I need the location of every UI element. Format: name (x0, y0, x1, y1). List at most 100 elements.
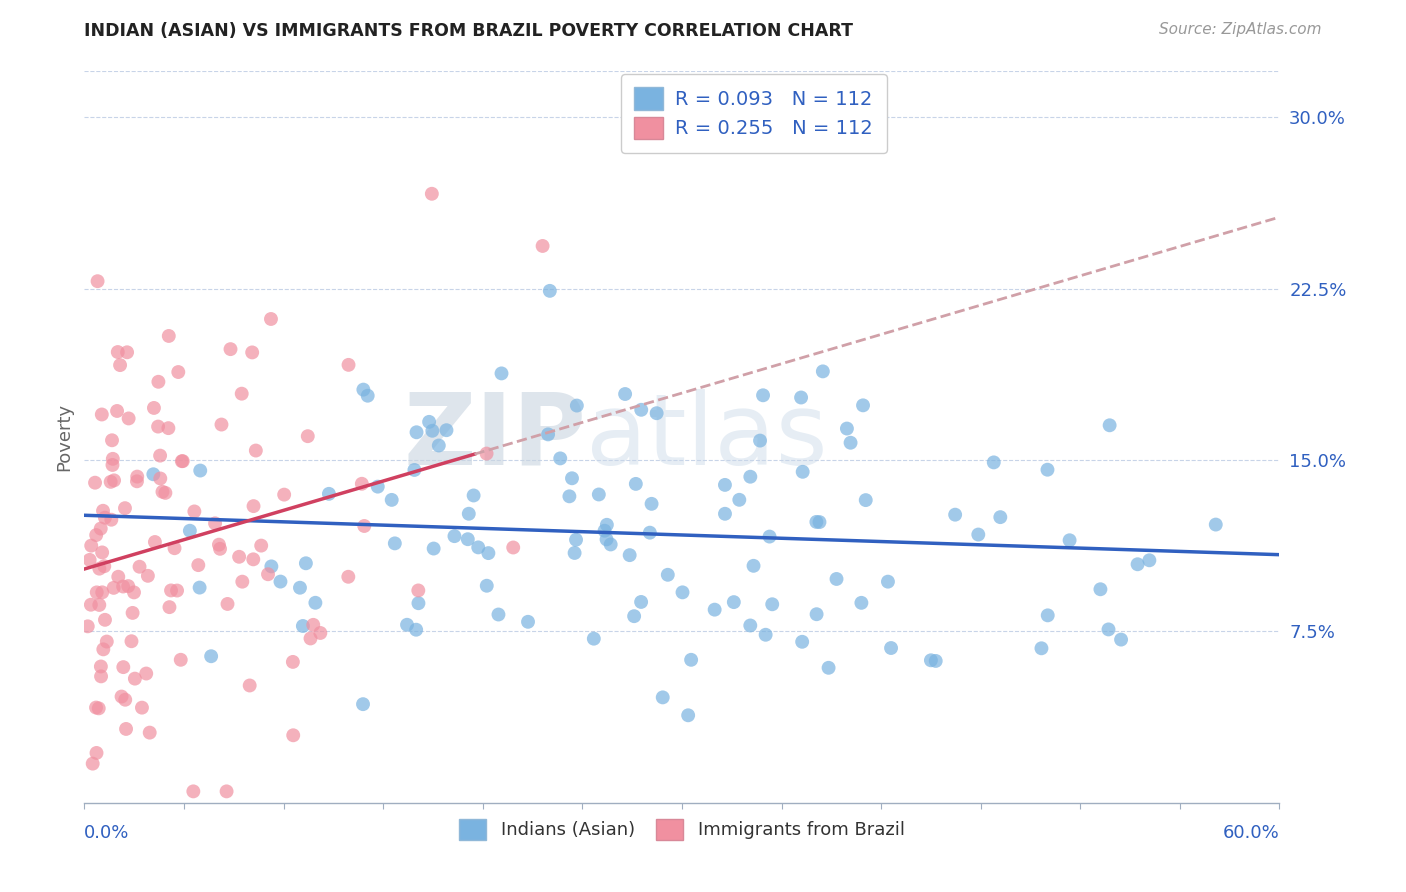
Point (1137, 553, 1160, 567)
Point (101, 434, 124, 448)
Point (463, 488, 485, 502)
Point (599, 537, 621, 551)
Point (491, 367, 513, 381)
Point (269, 574, 291, 589)
Point (86, 274, 108, 288)
Point (623, 609, 645, 624)
Point (318, 487, 340, 501)
Point (475, 446, 498, 460)
Point (179, 524, 201, 538)
Point (100, 513, 122, 527)
Point (242, 552, 264, 566)
Point (728, 492, 751, 507)
Point (855, 493, 877, 508)
Point (183, 784, 205, 798)
Point (404, 463, 426, 477)
Point (84, 475, 107, 490)
Point (1090, 582, 1112, 597)
Point (1036, 608, 1059, 623)
Point (91, 585, 114, 599)
Point (157, 329, 180, 343)
Point (91, 504, 114, 518)
Point (920, 653, 942, 667)
Point (155, 486, 177, 500)
Point (638, 525, 661, 540)
Point (353, 519, 375, 533)
Point (149, 471, 172, 485)
Point (630, 402, 652, 417)
Point (146, 419, 169, 434)
Point (752, 388, 775, 402)
Point (93, 559, 115, 574)
Point (228, 549, 250, 564)
Point (114, 692, 136, 706)
Point (187, 558, 209, 573)
Point (1036, 463, 1059, 477)
Point (242, 499, 264, 513)
Point (260, 312, 283, 326)
Point (90, 669, 112, 683)
Point (1097, 623, 1119, 637)
Point (565, 399, 588, 413)
Point (477, 546, 499, 560)
Point (82, 756, 104, 771)
Point (273, 488, 295, 502)
Point (619, 548, 641, 562)
Point (135, 666, 157, 681)
Point (163, 541, 186, 556)
Point (740, 618, 762, 632)
Point (121, 634, 143, 648)
Point (806, 515, 828, 529)
Point (561, 471, 583, 485)
Point (582, 632, 605, 646)
Point (714, 478, 737, 492)
Point (117, 411, 139, 425)
Text: atlas: atlas (586, 389, 828, 485)
Point (107, 570, 129, 584)
Point (128, 559, 150, 574)
Point (112, 660, 135, 674)
Point (1205, 517, 1227, 532)
Point (304, 596, 326, 610)
Point (91, 545, 114, 559)
Point (758, 530, 780, 544)
Point (880, 640, 903, 655)
Point (103, 581, 125, 595)
Point (281, 655, 304, 669)
Point (90, 408, 112, 422)
Point (188, 464, 211, 478)
Point (651, 690, 673, 705)
Point (125, 475, 148, 489)
Point (90, 522, 112, 536)
Text: INDIAN (ASIAN) VS IMMIGRANTS FROM BRAZIL POVERTY CORRELATION CHART: INDIAN (ASIAN) VS IMMIGRANTS FROM BRAZIL… (84, 22, 853, 40)
Point (808, 515, 831, 529)
Point (531, 239, 554, 253)
Point (352, 697, 374, 711)
Point (115, 722, 138, 736)
Point (408, 596, 430, 610)
Point (1098, 418, 1121, 433)
Point (245, 443, 267, 458)
Point (588, 487, 610, 501)
Legend: Indians (Asian), Immigrants from Brazil: Indians (Asian), Immigrants from Brazil (450, 810, 914, 848)
Point (107, 345, 129, 359)
Point (167, 365, 190, 379)
Point (217, 597, 239, 611)
Point (250, 539, 273, 553)
Point (817, 661, 839, 675)
Point (761, 597, 783, 611)
Point (90, 659, 112, 673)
Point (76, 619, 98, 633)
Point (792, 465, 814, 479)
Text: ZIP: ZIP (404, 389, 586, 485)
Point (835, 421, 858, 435)
Point (204, 516, 226, 531)
Point (427, 438, 450, 452)
Point (80, 598, 103, 612)
Point (825, 572, 848, 586)
Y-axis label: Poverty: Poverty (55, 403, 73, 471)
Point (988, 510, 1011, 524)
Point (517, 615, 540, 629)
Point (595, 533, 617, 547)
Point (112, 580, 135, 594)
